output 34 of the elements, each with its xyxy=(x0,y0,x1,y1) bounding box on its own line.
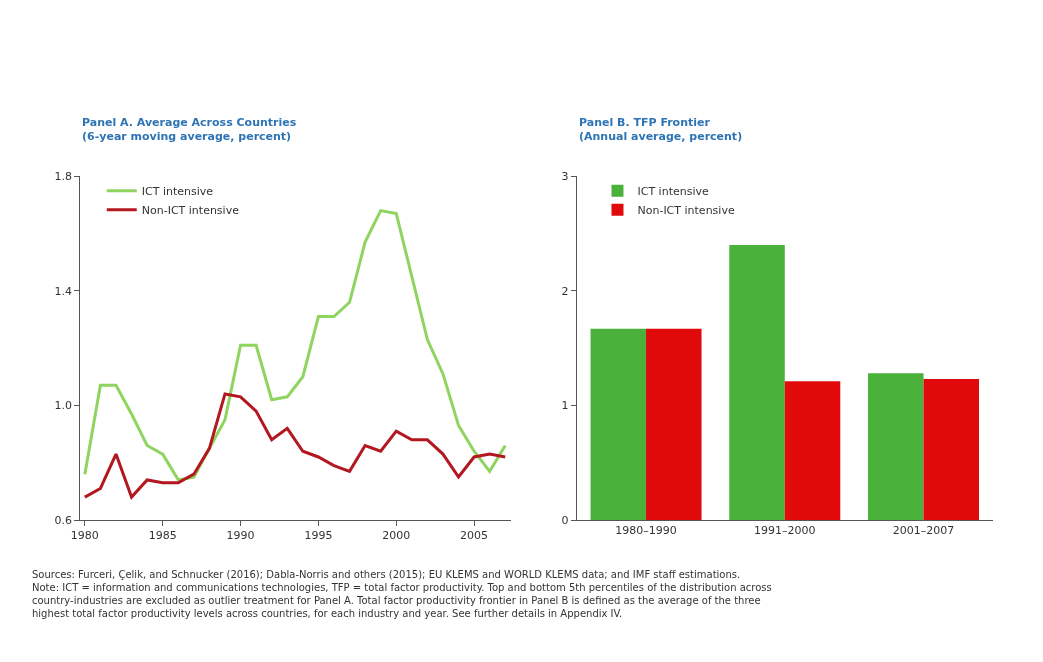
bar xyxy=(646,328,702,520)
bar xyxy=(923,379,980,520)
chart-subtitle: (6-year moving average, percent) xyxy=(82,130,292,144)
x-tick-label: 1985 xyxy=(148,529,177,543)
x-tick-label: 1980–1990 xyxy=(615,524,677,538)
source-note: Sources: Furceri, Çelik, and Schnucker (2016); Dabla-Norris and others (2015); EU KLEMS and WORLD KLEMS data; and IMF staff estimations. xyxy=(32,569,741,580)
x-tick-label: 1991–2000 xyxy=(754,524,816,538)
y-tick-label: 1 xyxy=(561,399,569,413)
chart-title: Panel A. Average Across Countries xyxy=(82,116,297,129)
bar xyxy=(729,245,785,520)
x-tick-label: 1990 xyxy=(226,529,255,543)
bar xyxy=(868,373,924,520)
y-tick-label: 2 xyxy=(561,284,569,298)
chart-title: Panel B. TFP Frontier xyxy=(579,116,711,129)
bar xyxy=(590,328,647,520)
x-tick-label: 2005 xyxy=(460,529,489,543)
y-tick-label: 3 xyxy=(561,170,569,184)
y-tick-label: 0 xyxy=(561,513,569,527)
chart-subtitle: (Annual average, percent) xyxy=(579,130,743,144)
legend-label: Non-ICT intensive xyxy=(141,204,240,218)
y-tick-label: 0.6 xyxy=(54,513,72,527)
y-tick-label: 1.8 xyxy=(54,170,72,184)
line-series xyxy=(83,392,507,499)
x-tick-label: 2000 xyxy=(382,529,411,543)
text: Note: ICT = information and communications technologies, TFP = total factor productivity. Top and bottom 5th percentiles of the distribution across country-industries are excluded as outlier treatment for Panel A. Total factor productivity frontier in Panel B is defined as the average of the three highest total factor productivity levels across countries, for each industry and year. See further details in Appendix IV. xyxy=(32,582,772,619)
legend-label: Non-ICT intensive xyxy=(637,204,735,218)
y-tick-label: 1.4 xyxy=(54,284,72,298)
legend-label: ICT intensive xyxy=(141,185,214,199)
legend-label: ICT intensive xyxy=(637,185,709,199)
y-tick-label: 1.0 xyxy=(54,399,72,413)
x-tick-label: 1980 xyxy=(70,529,99,543)
bar xyxy=(784,381,841,520)
x-tick-label: 1995 xyxy=(304,529,333,543)
x-tick-label: 2001–2007 xyxy=(892,524,955,538)
